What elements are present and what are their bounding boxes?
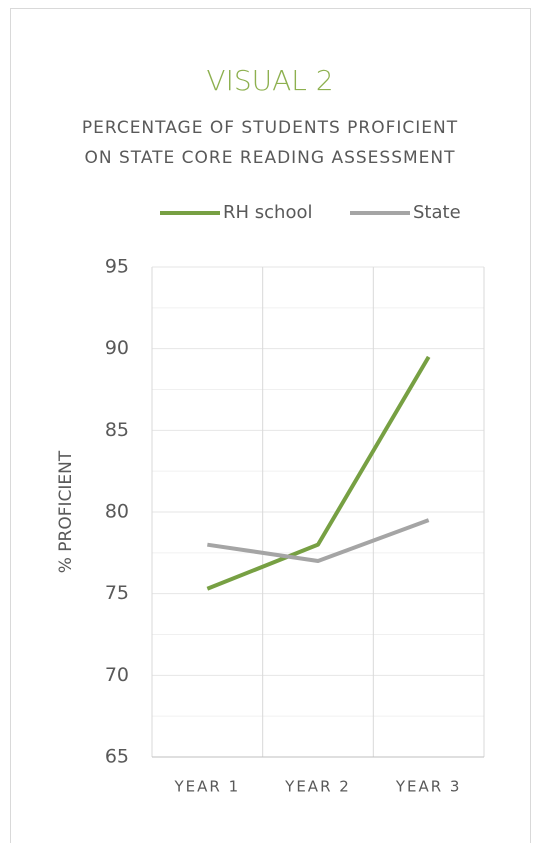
series-line — [206, 355, 431, 591]
y-tick-label: 85 — [105, 419, 129, 441]
y-axis-label: % PROFICIENT — [56, 450, 76, 573]
y-tick-label: 65 — [105, 746, 129, 768]
y-tick-label: 90 — [105, 337, 129, 359]
legend-label: State — [413, 202, 461, 223]
chart-frame — [10, 8, 531, 843]
y-tick-label: 70 — [105, 664, 129, 686]
x-tick-label: YEAR 2 — [284, 778, 351, 796]
y-tick-label: 80 — [105, 501, 129, 523]
x-tick-label: YEAR 3 — [395, 778, 462, 796]
chart-title: VISUAL 2 — [206, 64, 333, 97]
legend-label: RH school — [223, 202, 312, 223]
chart-subtitle: ON STATE CORE READING ASSESSMENT — [84, 148, 455, 168]
x-tick-label: YEAR 1 — [174, 778, 241, 796]
chart-subtitle: PERCENTAGE OF STUDENTS PROFICIENT — [82, 118, 458, 138]
y-tick-label: 75 — [105, 582, 129, 604]
series-line — [207, 518, 430, 563]
y-tick-label: 95 — [105, 256, 129, 278]
